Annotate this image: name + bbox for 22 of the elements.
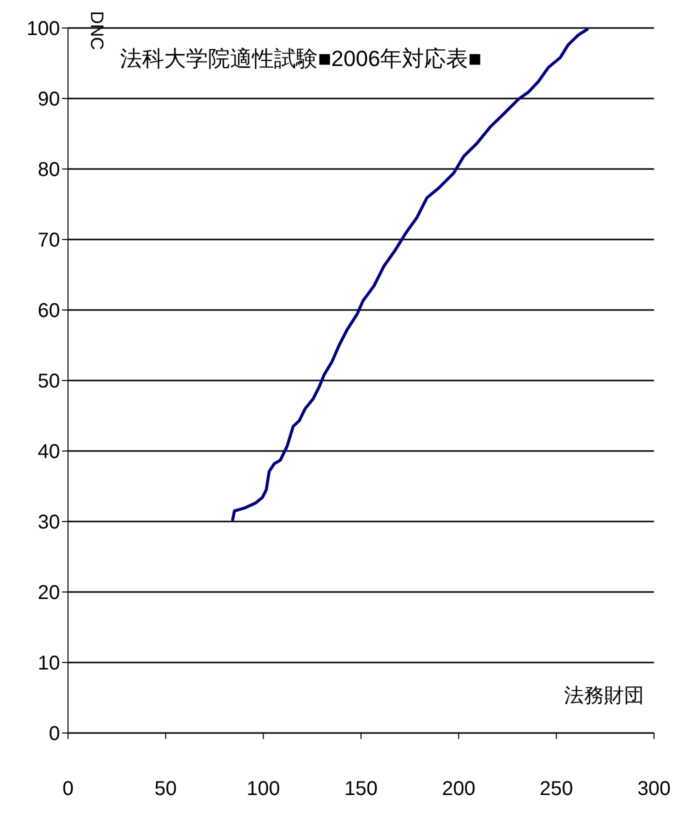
x-axis-title: 法務財団	[564, 685, 644, 708]
x-tick-label: 150	[344, 778, 378, 800]
y-tick-label: 0	[48, 723, 60, 746]
y-tick-label: 100	[26, 18, 60, 40]
x-tick-label: 250	[540, 778, 574, 800]
x-tick-label: 300	[637, 778, 671, 800]
y-tick-label: 30	[38, 512, 60, 534]
x-tick-label: 100	[246, 778, 280, 800]
y-tick-label: 10	[38, 652, 60, 675]
x-tick-label: 200	[442, 778, 476, 800]
y-tick-label: 70	[38, 230, 60, 252]
text: 法科大学院適性試験■2006年対応表■	[120, 45, 482, 73]
y-tick-label: 20	[38, 582, 60, 604]
x-tick-label: 50	[154, 778, 177, 800]
y-tick-label: 60	[38, 300, 60, 322]
y-tick-label: 90	[38, 88, 60, 111]
y-tick-label: 80	[38, 159, 60, 182]
line-series	[230, 28, 590, 522]
x-tick-label: 0	[62, 778, 74, 800]
y-tick-label: 40	[38, 441, 60, 464]
y-axis-title: DNC	[87, 11, 108, 50]
y-tick-label: 50	[38, 370, 60, 393]
